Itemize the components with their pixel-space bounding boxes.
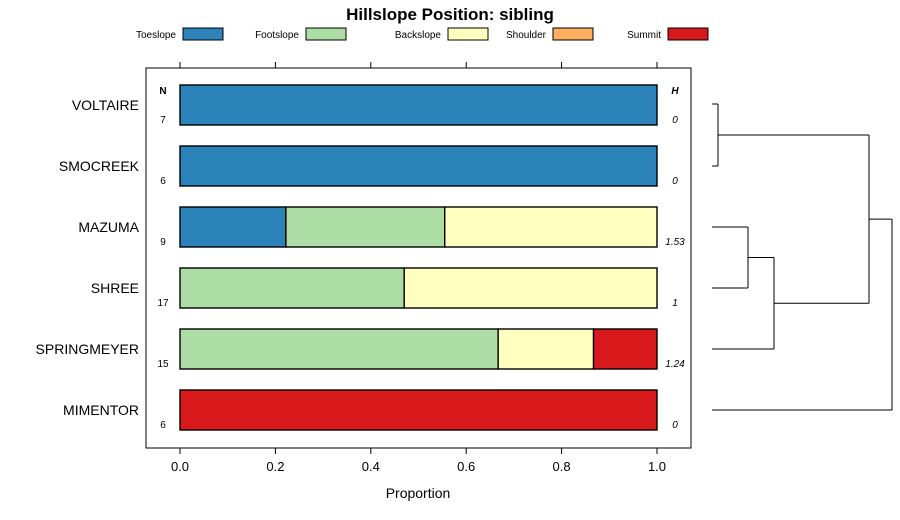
bar-segment	[444, 206, 658, 248]
h-value: 1.53	[665, 237, 685, 248]
category-label: MAZUMA	[78, 219, 139, 235]
category-label: SHREE	[91, 280, 139, 296]
bar-segment	[285, 206, 446, 248]
h-value: 0	[672, 420, 678, 431]
bar-segment	[403, 267, 658, 309]
legend: Toeslope Footslope Backslope Shoulder Summit	[136, 27, 709, 41]
h-labels: 0 0 1.53 1 1.24 0	[665, 115, 685, 431]
bar-segment	[179, 389, 658, 431]
category-label: MIMENTOR	[63, 402, 139, 418]
n-header: N	[159, 86, 166, 97]
bar-segment	[497, 328, 595, 370]
category-label: SMOCREEK	[59, 158, 140, 174]
dendrogram	[712, 103, 893, 411]
tick-label: 0.8	[553, 459, 571, 474]
legend-label: Backslope	[395, 30, 442, 41]
n-value: 6	[160, 420, 166, 431]
chart-title: Hillslope Position: sibling	[346, 5, 554, 24]
plot-frame	[145, 67, 692, 449]
bottom-ticks: 0.0 0.2 0.4 0.6 0.8 1.0	[171, 448, 666, 474]
n-value: 7	[160, 115, 166, 126]
x-axis-label: Proportion	[386, 485, 451, 501]
legend-label: Footslope	[255, 30, 299, 41]
category-label: SPRINGMEYER	[36, 341, 139, 357]
tick-label: 0.2	[266, 459, 284, 474]
legend-label: Summit	[627, 30, 661, 41]
n-value: 17	[157, 298, 169, 309]
bars	[179, 84, 658, 431]
h-value: 1	[672, 298, 678, 309]
legend-swatch	[447, 27, 489, 41]
legend-swatch	[305, 27, 347, 41]
h-value: 1.24	[665, 359, 685, 370]
category-label: VOLTAIRE	[72, 97, 139, 113]
tick-label: 1.0	[648, 459, 666, 474]
bar-segment	[179, 84, 658, 126]
legend-label: Toeslope	[136, 30, 176, 41]
top-ticks	[179, 62, 658, 68]
n-value: 9	[160, 237, 166, 248]
n-value: 15	[157, 359, 169, 370]
h-header: H	[671, 86, 679, 97]
h-value: 0	[672, 176, 678, 187]
h-value: 0	[672, 115, 678, 126]
bar-segment	[179, 328, 499, 370]
legend-swatch	[552, 27, 594, 41]
category-labels: VOLTAIRE SMOCREEK MAZUMA SHREE SPRINGMEYER MI…	[36, 97, 140, 418]
bar-segment	[179, 145, 658, 187]
n-value: 6	[160, 176, 166, 187]
tick-label: 0.4	[362, 459, 380, 474]
legend-swatch	[182, 27, 224, 41]
bar-segment	[179, 206, 287, 248]
legend-label: Shoulder	[506, 30, 547, 41]
bar-segment	[179, 267, 405, 309]
tick-label: 0.6	[457, 459, 475, 474]
legend-swatch	[667, 27, 709, 41]
n-labels: 7 6 9 17 15 6	[157, 115, 169, 431]
tick-label: 0.0	[171, 459, 189, 474]
bar-segment	[592, 328, 658, 370]
